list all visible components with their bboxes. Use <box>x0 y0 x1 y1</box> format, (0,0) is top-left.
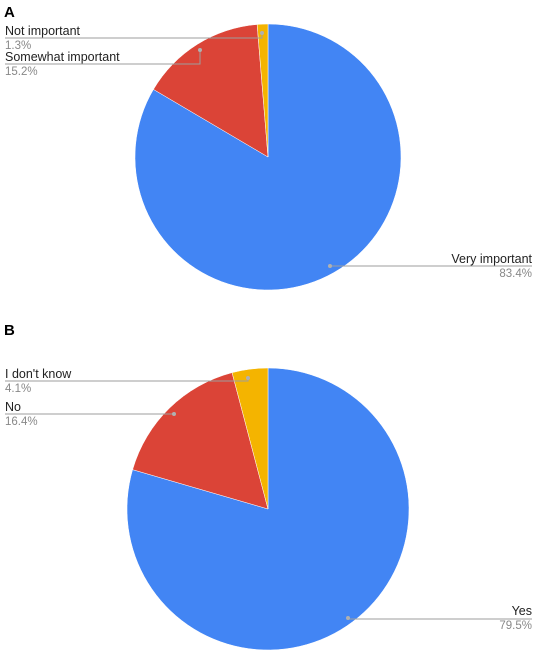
pie-slice-yes <box>126 367 410 651</box>
panel-label-a: A <box>4 4 15 21</box>
pie-slice-no <box>132 372 269 510</box>
slice-value-not-important: 1.3% <box>5 40 31 52</box>
slice-label-yes: Yes <box>512 604 532 618</box>
leader-dot-not-important <box>260 31 264 35</box>
slice-label-i-don-t-know: I don't know <box>5 367 72 381</box>
slice-value-yes: 79.5% <box>499 620 532 632</box>
slice-label-not-important: Not important <box>5 24 81 38</box>
pie-b: Yes 79.5% No 16.4% I don't know 4.1% <box>5 367 532 651</box>
slice-label-somewhat-important: Somewhat important <box>5 50 120 64</box>
pie-slice-not-important <box>256 23 269 158</box>
leader-line-somewhat-important <box>5 50 201 65</box>
pie-slice-i-don-t-know <box>231 367 269 510</box>
panel-label-b: B <box>4 322 15 339</box>
pie-a: Very important 83.4% Somewhat important 15.… <box>5 23 533 291</box>
pie-slice-somewhat-important <box>153 24 269 158</box>
slice-value-very-important: 83.4% <box>499 268 532 280</box>
slice-label-no: No <box>5 400 21 414</box>
leader-dot-very-important <box>328 264 332 268</box>
leader-dot-no <box>172 412 176 416</box>
slice-value-somewhat-important: 15.2% <box>5 66 38 78</box>
leader-dot-yes <box>346 616 350 620</box>
leader-dot-somewhat-important <box>198 48 202 52</box>
slice-label-very-important: Very important <box>451 252 532 266</box>
slice-value-i-don-t-know: 4.1% <box>5 383 31 395</box>
slice-value-no: 16.4% <box>5 416 38 428</box>
leader-line-yes <box>347 618 532 620</box>
leader-dot-i-don-t-know <box>246 376 250 380</box>
